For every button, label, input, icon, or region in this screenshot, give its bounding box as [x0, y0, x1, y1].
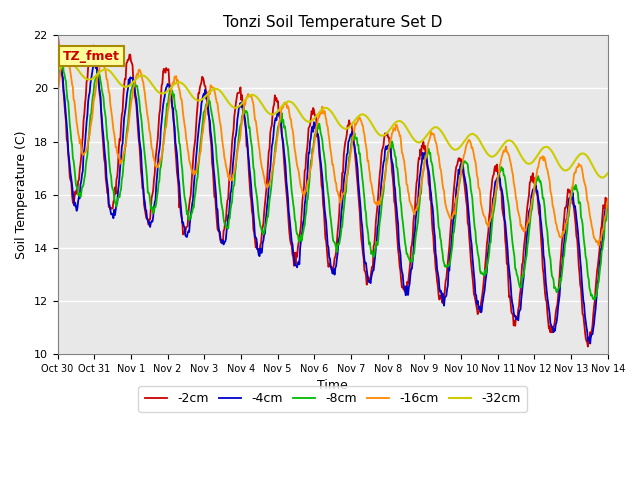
- -16cm: [401, 158, 408, 164]
- -2cm: [205, 113, 213, 119]
- Text: TZ_fmet: TZ_fmet: [63, 49, 120, 63]
- Line: -8cm: -8cm: [58, 63, 608, 300]
- -8cm: [65, 99, 72, 105]
- -2cm: [63, 140, 71, 146]
- -32cm: [598, 175, 606, 180]
- -4cm: [65, 148, 72, 154]
- -32cm: [177, 80, 184, 85]
- Line: -16cm: -16cm: [58, 53, 608, 245]
- -8cm: [604, 204, 612, 209]
- -32cm: [54, 67, 61, 73]
- -32cm: [401, 121, 408, 127]
- -2cm: [604, 200, 612, 206]
- -8cm: [54, 75, 61, 81]
- -8cm: [417, 192, 424, 198]
- -8cm: [591, 297, 598, 302]
- -4cm: [417, 170, 424, 176]
- Legend: -2cm, -4cm, -8cm, -16cm, -32cm: -2cm, -4cm, -8cm, -16cm, -32cm: [138, 386, 527, 412]
- -4cm: [177, 203, 184, 209]
- -2cm: [54, 30, 61, 36]
- -2cm: [416, 156, 424, 162]
- X-axis label: Time: Time: [317, 379, 348, 393]
- -16cm: [417, 187, 424, 193]
- -8cm: [206, 98, 214, 104]
- -16cm: [595, 242, 602, 248]
- -32cm: [206, 89, 214, 95]
- -4cm: [206, 118, 214, 123]
- -8cm: [59, 60, 67, 66]
- -2cm: [176, 199, 184, 205]
- -4cm: [121, 110, 129, 116]
- -32cm: [121, 84, 129, 90]
- Line: -2cm: -2cm: [58, 33, 608, 347]
- -32cm: [65, 60, 72, 65]
- -2cm: [120, 83, 128, 89]
- Y-axis label: Soil Temperature (C): Soil Temperature (C): [15, 131, 28, 259]
- Title: Tonzi Soil Temperature Set D: Tonzi Soil Temperature Set D: [223, 15, 442, 30]
- -4cm: [401, 285, 408, 291]
- -4cm: [55, 51, 63, 57]
- -4cm: [604, 202, 612, 208]
- -32cm: [604, 170, 612, 176]
- -4cm: [586, 341, 594, 347]
- -16cm: [604, 196, 612, 202]
- -8cm: [121, 147, 129, 153]
- -32cm: [417, 139, 424, 145]
- -16cm: [206, 91, 214, 97]
- -2cm: [584, 344, 592, 349]
- -16cm: [65, 59, 72, 64]
- -8cm: [401, 233, 408, 239]
- -16cm: [121, 143, 129, 148]
- -16cm: [54, 88, 61, 94]
- -16cm: [61, 50, 69, 56]
- -2cm: [399, 287, 407, 292]
- Line: -32cm: -32cm: [58, 62, 608, 178]
- Line: -4cm: -4cm: [58, 54, 608, 344]
- -4cm: [54, 55, 61, 60]
- -16cm: [177, 96, 184, 101]
- -32cm: [63, 60, 71, 65]
- -8cm: [177, 152, 184, 157]
